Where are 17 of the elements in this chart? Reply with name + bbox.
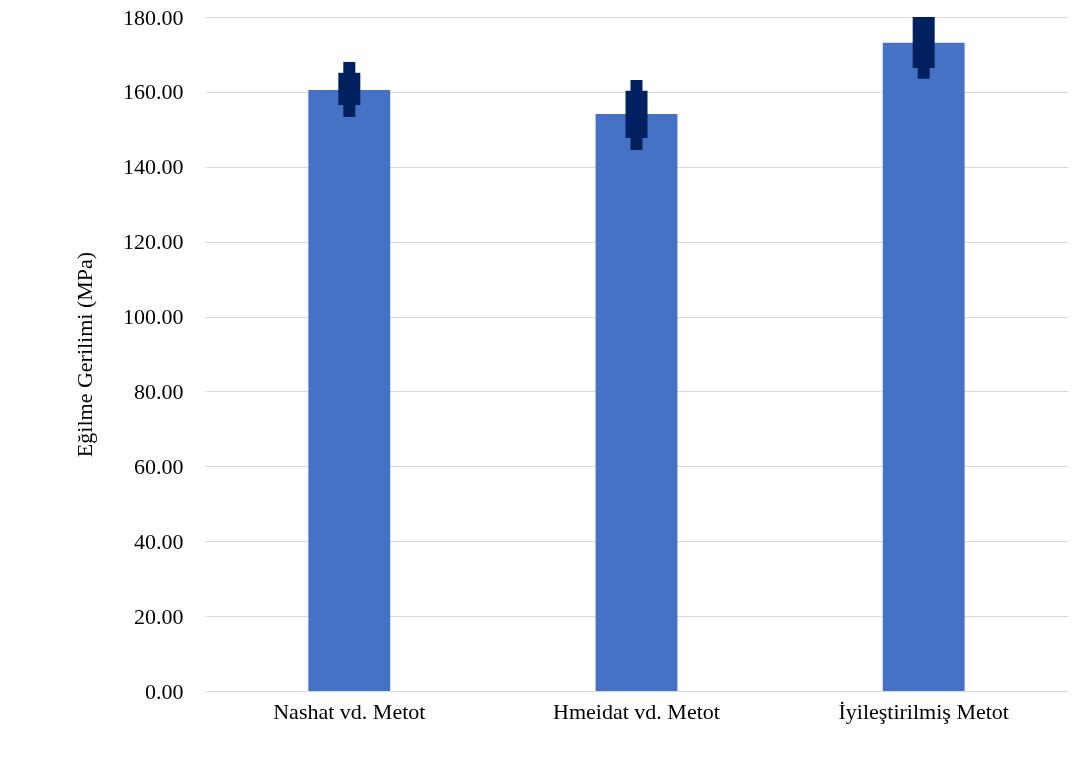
y-tick-label: 80.00 xyxy=(134,378,184,404)
y-tick-label: 160.00 xyxy=(123,79,184,105)
y-tick-label: 0.00 xyxy=(145,678,184,704)
y-tick-label: 140.00 xyxy=(123,154,184,180)
x-tick-label: İyileştirilmiş Metot xyxy=(838,698,1009,724)
y-tick-label: 120.00 xyxy=(123,229,184,255)
y-tick-label: 40.00 xyxy=(134,528,184,554)
x-tick-label: Hmeidat vd. Metot xyxy=(553,698,720,724)
bar xyxy=(882,42,965,691)
y-tick-label: 100.00 xyxy=(123,304,184,330)
bar xyxy=(308,90,391,691)
y-tick-label: 20.00 xyxy=(134,603,184,629)
bar xyxy=(595,113,678,691)
y-tick-label: 60.00 xyxy=(134,453,184,479)
x-tick-label: Nashat vd. Metot xyxy=(273,698,426,724)
y-axis-title: Eğilme Gerilimi (MPa) xyxy=(72,251,97,458)
y-tick-label: 180.00 xyxy=(123,4,184,30)
